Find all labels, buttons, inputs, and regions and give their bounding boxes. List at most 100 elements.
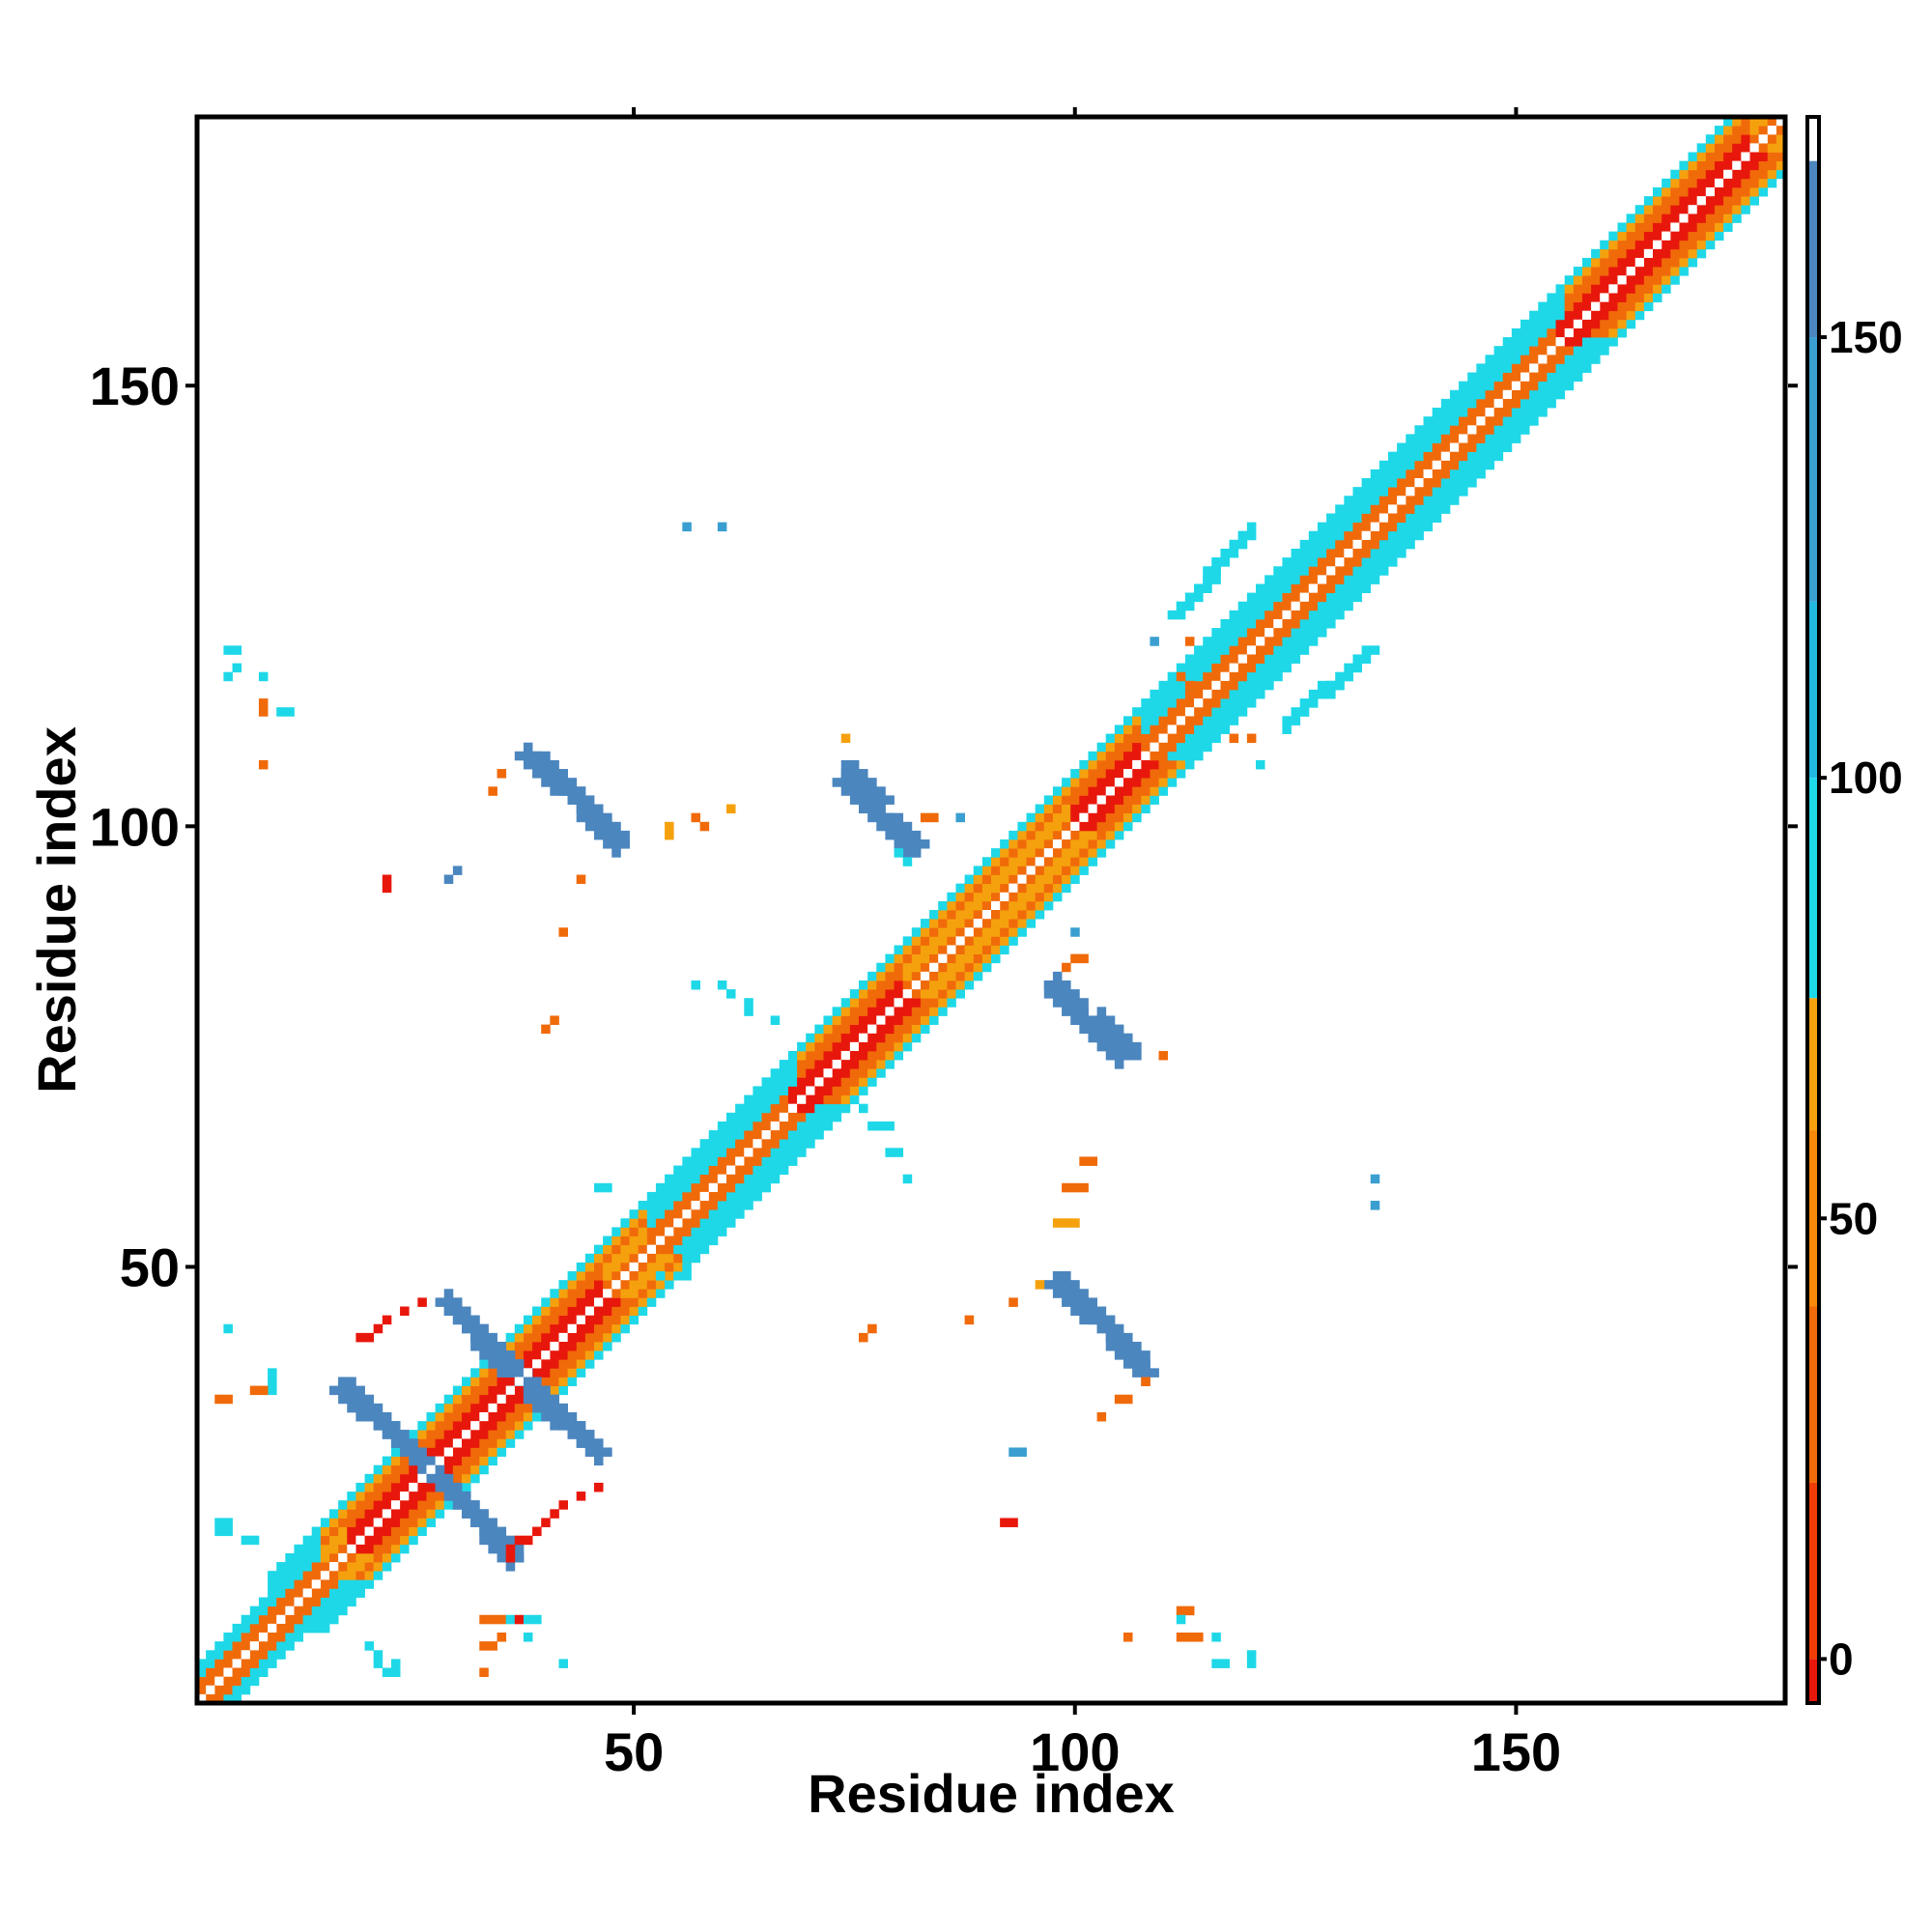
heatmap-cell bbox=[973, 866, 983, 875]
heatmap-cell bbox=[1220, 698, 1230, 708]
heatmap-cell bbox=[514, 1430, 525, 1439]
heatmap-cell bbox=[1317, 601, 1327, 611]
heatmap-cell bbox=[1555, 293, 1566, 302]
heatmap-cell bbox=[1105, 1341, 1116, 1351]
heatmap-cell bbox=[1079, 821, 1089, 832]
heatmap-cell bbox=[355, 1509, 365, 1519]
heatmap-cell bbox=[1017, 927, 1027, 937]
diagonal-cell bbox=[1194, 698, 1204, 708]
heatmap-cell bbox=[1052, 1289, 1063, 1298]
heatmap-cell bbox=[1114, 724, 1124, 734]
heatmap-cell bbox=[1705, 134, 1716, 144]
heatmap-cell bbox=[691, 980, 700, 990]
heatmap-cell bbox=[1547, 310, 1556, 321]
diagonal-cell bbox=[1326, 566, 1336, 576]
heatmap-cell bbox=[876, 989, 886, 999]
heatmap-cell bbox=[400, 1473, 410, 1484]
heatmap-cell bbox=[488, 786, 497, 796]
heatmap-cell bbox=[1114, 733, 1124, 744]
heatmap-cell bbox=[443, 1500, 454, 1510]
heatmap-cell bbox=[1256, 654, 1265, 664]
heatmap-cell bbox=[1670, 267, 1680, 276]
heatmap-cell bbox=[294, 1552, 303, 1563]
heatmap-cell bbox=[1634, 275, 1645, 285]
heatmap-cell bbox=[1696, 231, 1707, 242]
heatmap-cell bbox=[294, 1562, 303, 1572]
heatmap-cell bbox=[541, 1315, 551, 1325]
heatmap-cell bbox=[1123, 1033, 1133, 1043]
heatmap-cell bbox=[1088, 1315, 1097, 1325]
heatmap-cell bbox=[523, 1377, 533, 1386]
heatmap-cell bbox=[523, 1421, 533, 1431]
heatmap-cell bbox=[611, 1315, 621, 1325]
heatmap-cell bbox=[753, 1148, 762, 1157]
heatmap-cell bbox=[1105, 751, 1116, 761]
heatmap-cell bbox=[1246, 610, 1257, 620]
heatmap-cell bbox=[1511, 416, 1521, 426]
heatmap-cell bbox=[735, 1103, 745, 1114]
heatmap-cell bbox=[981, 857, 992, 867]
heatmap-cell bbox=[1564, 293, 1575, 302]
heatmap-cell bbox=[1617, 248, 1627, 259]
heatmap-cell bbox=[1043, 1280, 1054, 1290]
heatmap-cell bbox=[964, 900, 975, 911]
heatmap-cell bbox=[1009, 857, 1018, 867]
heatmap-cell bbox=[1344, 566, 1353, 576]
heatmap-cell bbox=[364, 1518, 375, 1527]
heatmap-cell bbox=[426, 1411, 436, 1422]
heatmap-cell bbox=[594, 812, 604, 823]
heatmap-cell bbox=[629, 1297, 639, 1307]
heatmap-cell bbox=[1573, 327, 1583, 338]
heatmap-cell bbox=[1476, 469, 1486, 479]
heatmap-cell bbox=[1096, 778, 1107, 787]
diagonal-cell bbox=[1256, 637, 1265, 646]
heatmap-cell bbox=[1608, 257, 1618, 268]
heatmap-cell bbox=[1291, 637, 1301, 646]
heatmap-cell bbox=[1608, 310, 1618, 321]
heatmap-cell bbox=[523, 1411, 533, 1422]
heatmap-cell bbox=[268, 1588, 277, 1598]
heatmap-cell bbox=[1573, 363, 1583, 373]
heatmap-cell bbox=[1573, 337, 1583, 347]
heatmap-cell bbox=[1723, 126, 1733, 135]
diagonal-cell bbox=[294, 1597, 303, 1606]
heatmap-cell bbox=[497, 1633, 507, 1642]
heatmap-cell bbox=[1581, 337, 1592, 347]
heatmap-cell bbox=[550, 1315, 559, 1325]
heatmap-cell bbox=[249, 1667, 260, 1678]
heatmap-cell bbox=[1732, 152, 1742, 162]
heatmap-cell bbox=[558, 778, 568, 787]
heatmap-cell bbox=[1070, 998, 1080, 1008]
heatmap-cell bbox=[1634, 310, 1645, 321]
heatmap-cell bbox=[311, 1623, 322, 1634]
heatmap-cell bbox=[1388, 478, 1398, 488]
heatmap-cell bbox=[1662, 257, 1671, 268]
heatmap-cell bbox=[1079, 786, 1089, 796]
heatmap-cell bbox=[232, 1667, 242, 1678]
heatmap-cell bbox=[673, 1262, 683, 1272]
heatmap-cell bbox=[1741, 205, 1750, 214]
heatmap-cell bbox=[1529, 372, 1539, 383]
heatmap-cell bbox=[603, 812, 612, 823]
heatmap-cell bbox=[1538, 346, 1548, 355]
heatmap-cell bbox=[443, 1403, 454, 1413]
heatmap-cell bbox=[1352, 487, 1362, 497]
diagonal-cell bbox=[849, 1041, 859, 1051]
heatmap-cell bbox=[452, 1430, 463, 1439]
heatmap-cell bbox=[364, 1411, 375, 1422]
heatmap-cell bbox=[1000, 883, 1009, 894]
heatmap-cell bbox=[1520, 319, 1530, 329]
heatmap-cell bbox=[1370, 487, 1380, 497]
heatmap-cell bbox=[885, 1024, 895, 1035]
heatmap-cell bbox=[1052, 1271, 1063, 1281]
heatmap-cell bbox=[364, 1500, 375, 1510]
heatmap-cell bbox=[505, 1368, 516, 1378]
heatmap-cell bbox=[470, 1403, 480, 1413]
heatmap-cell bbox=[911, 1015, 922, 1025]
heatmap-cell bbox=[682, 522, 692, 532]
heatmap-cell bbox=[770, 1112, 781, 1122]
heatmap-cell bbox=[1150, 698, 1159, 708]
heatmap-cell bbox=[1062, 1218, 1071, 1228]
heatmap-cell bbox=[779, 1094, 789, 1105]
heatmap-cell bbox=[1026, 874, 1037, 885]
